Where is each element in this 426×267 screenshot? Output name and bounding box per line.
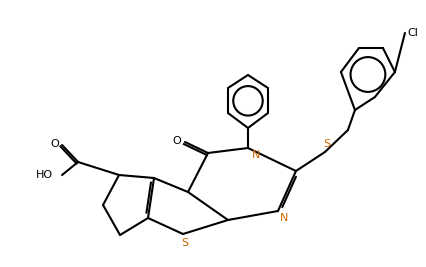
Text: HO: HO [35,170,53,180]
Text: S: S [181,238,189,248]
Text: N: N [251,150,260,160]
Text: Cl: Cl [407,28,418,38]
Text: S: S [323,139,331,149]
Text: O: O [173,136,181,146]
Text: O: O [50,139,59,149]
Text: N: N [280,213,288,223]
